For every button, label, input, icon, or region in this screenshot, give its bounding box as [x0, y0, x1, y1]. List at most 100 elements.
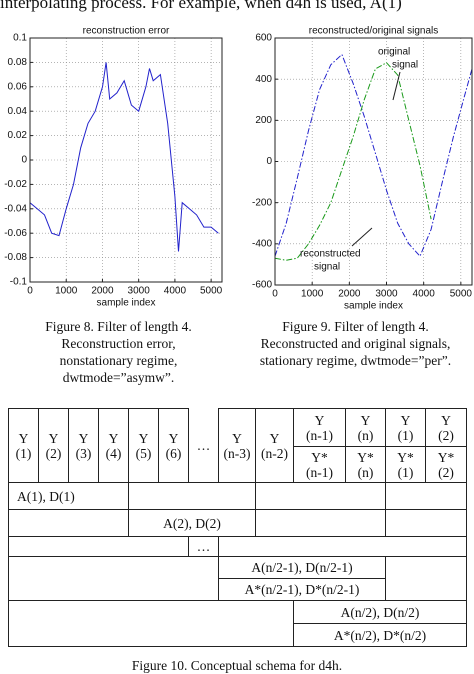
- y-tick-label: -600: [252, 280, 272, 291]
- cell-text: (n-3): [223, 445, 251, 461]
- y-tick-label: 400: [255, 74, 272, 85]
- y-tick-label: 200: [255, 115, 272, 126]
- cell-text: Y: [360, 412, 371, 428]
- y-cell: Y (6): [158, 408, 189, 483]
- x-tick-label: 5000: [200, 286, 223, 297]
- y-tick-label: 600: [255, 33, 272, 44]
- cell-text: Y: [138, 430, 149, 446]
- empty-cell: [385, 509, 467, 537]
- cell-text: Y*: [397, 449, 414, 465]
- cell-text: (2): [438, 464, 454, 480]
- cell-text: (1): [397, 427, 414, 443]
- figure-caption: Figure 8. Filter of length 4. Reconstruc…: [0, 318, 237, 386]
- cell-text: Y: [400, 412, 411, 428]
- y-star-cell: Y* (n-1): [293, 446, 346, 483]
- cell-text: (n): [357, 464, 374, 480]
- annotation: reconstructed: [300, 249, 361, 260]
- y-tick-label: 0.06: [8, 81, 28, 92]
- cell-text: …: [196, 437, 211, 453]
- caption-line: Figure 8. Filter of length 4.: [45, 319, 192, 334]
- y-tick-label: -0.04: [4, 203, 27, 214]
- cell-text: (1): [397, 464, 414, 480]
- empty-cell: [255, 482, 386, 510]
- y-tick-label: -0.1: [10, 277, 28, 288]
- caption-line: nonstationary regime,: [59, 353, 178, 368]
- data-line: [274, 62, 432, 261]
- y-cell: Y (5): [128, 408, 159, 483]
- cell-text: Y: [314, 412, 325, 428]
- cell-text: Y: [18, 430, 29, 446]
- y-tick-label: -0.06: [4, 228, 27, 239]
- caption-line: Reconstruction error,: [61, 336, 176, 351]
- cell-text: Y: [441, 412, 451, 428]
- plot-frame: [274, 37, 473, 286]
- x-tick-label: 1000: [301, 289, 324, 300]
- row-cell: A(n/2), D(n/2): [293, 600, 467, 624]
- annotation-arrow: [392, 71, 401, 101]
- y-cell: Y (n-1): [293, 408, 346, 447]
- cell-text: (2): [45, 445, 62, 461]
- y-tick-label: -200: [252, 197, 272, 208]
- cell-text: Y: [168, 430, 179, 446]
- x-tick-label: 4000: [164, 286, 187, 297]
- empty-cell: [8, 556, 219, 601]
- y-tick-label: 0.02: [8, 130, 28, 141]
- y-tick-label: -0.02: [4, 179, 27, 190]
- caption-line: stationary regime, dwtmode=”per”.: [259, 353, 452, 368]
- y-star-cell: Y* (2): [425, 446, 467, 483]
- y-cell: Y (1): [385, 408, 426, 447]
- y-tick-label: 0.04: [8, 106, 28, 117]
- x-axis-label: sample index: [344, 301, 403, 310]
- cell-text: (2): [438, 427, 454, 443]
- cell-text: (n-1): [306, 464, 333, 480]
- cell-text: (1): [15, 445, 32, 461]
- y-tick-label: -400: [252, 238, 272, 249]
- caption-line: dwtmode=”asymw”.: [62, 370, 175, 385]
- row-cell: A*(n/2-1), D*(n/2-1): [218, 578, 386, 601]
- empty-cell: [385, 482, 467, 510]
- data-line: [29, 62, 219, 252]
- y-tick-label: 0.1: [13, 33, 27, 44]
- y-tick-label: 0: [21, 155, 27, 166]
- x-tick-label: 2000: [91, 286, 114, 297]
- x-tick-label: 4000: [413, 289, 436, 300]
- cell-text: Y*: [311, 449, 328, 465]
- header-text: interpolating process. For example, when…: [0, 0, 402, 12]
- y-tick-label: 0.08: [8, 57, 28, 68]
- y-cell: Y (2): [38, 408, 69, 483]
- cell-text: Y: [48, 430, 59, 446]
- cell-text: (n-2): [261, 445, 288, 461]
- x-tick-label: 3000: [128, 286, 151, 297]
- y-cell: Y (2): [425, 408, 467, 447]
- empty-cell: [218, 536, 467, 557]
- y-tick-label: -0.08: [4, 252, 27, 263]
- cell-text: (3): [75, 445, 92, 461]
- cell-text: (4): [105, 445, 122, 461]
- figure-caption: Figure 9. Filter of length 4. Reconstruc…: [237, 318, 474, 369]
- row-cell: A*(n/2), D*(n/2): [293, 623, 467, 647]
- annotation: original: [378, 47, 410, 58]
- y-cell: Y (n-2): [255, 408, 294, 483]
- y-cell: Y (n): [345, 408, 386, 447]
- row-cell: A(2), D(2): [128, 509, 256, 537]
- y-cell: Y (n-3): [218, 408, 256, 483]
- cell-text: (n-1): [306, 427, 333, 443]
- caption-line: Figure 9. Filter of length 4.: [282, 319, 429, 334]
- cell-text: (6): [165, 445, 182, 461]
- cell-text: Y: [232, 430, 242, 446]
- schema-table: Y (1) Y (2) Y (3) Y (4) Y (5) Y (6) … Y (n-3) Y…: [8, 408, 467, 647]
- cell-text: Y: [108, 430, 119, 446]
- cell-text: Y: [78, 430, 89, 446]
- x-tick-label: 0: [272, 289, 278, 300]
- charts: -0.1 -0.08 -0.06 -0.04 -0.02 0 0.02 0.04 0.06 0.0…: [4, 26, 473, 310]
- chart-title: reconstruction error: [83, 26, 170, 37]
- annotation: signal: [392, 60, 418, 71]
- x-tick-label: 0: [27, 286, 33, 297]
- x-tick-label: 2000: [338, 289, 361, 300]
- empty-cell: [8, 509, 129, 537]
- x-tick-label: 3000: [375, 289, 398, 300]
- y-cell: Y (1): [8, 408, 39, 483]
- x-axis-label: sample index: [97, 298, 156, 309]
- caption-line: Reconstructed and original signals,: [260, 336, 451, 351]
